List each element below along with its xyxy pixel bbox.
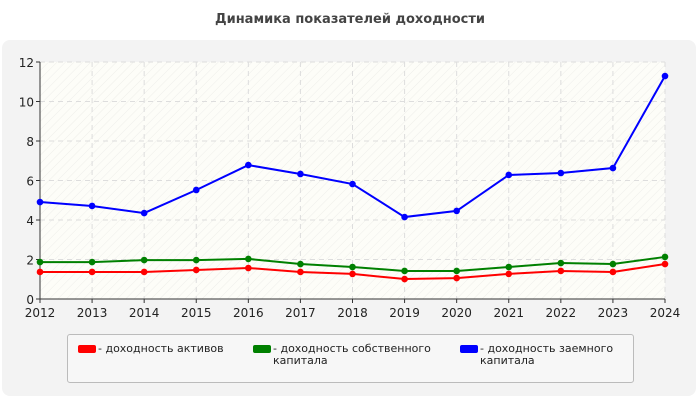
y-tick-label: 10 <box>19 96 34 110</box>
data-point-0 <box>505 270 513 278</box>
data-point-0 <box>140 268 148 276</box>
legend-swatch-red <box>78 345 96 353</box>
x-tick-label: 2023 <box>598 306 629 320</box>
x-tick-label: 2024 <box>650 306 681 320</box>
y-tick-label: 4 <box>26 214 34 228</box>
y-tick-label: 12 <box>19 56 34 70</box>
data-point-1 <box>453 267 460 275</box>
chart-title: Динамика показателей доходности <box>215 12 485 27</box>
data-point-1 <box>88 258 96 266</box>
legend-label: - доходность заемного капитала <box>480 342 614 367</box>
data-point-1 <box>401 267 408 275</box>
data-point-1 <box>557 259 565 267</box>
data-point-1 <box>349 263 356 271</box>
data-point-0 <box>245 264 252 272</box>
y-tick-label: 2 <box>26 254 34 268</box>
x-tick-label: 2020 <box>441 306 472 320</box>
x-tick-label: 2017 <box>285 306 316 320</box>
data-point-1 <box>192 256 200 264</box>
data-point-2 <box>192 186 200 194</box>
data-point-0 <box>192 266 200 274</box>
data-point-1 <box>609 260 617 268</box>
data-point-2 <box>557 169 565 177</box>
x-tick-label: 2012 <box>25 306 56 320</box>
x-tick-label: 2022 <box>546 306 577 320</box>
data-point-1 <box>245 255 252 263</box>
data-point-0 <box>36 268 44 276</box>
data-point-0 <box>349 270 356 278</box>
data-point-2 <box>453 207 460 215</box>
data-point-0 <box>661 260 669 268</box>
legend-swatch-blue <box>460 345 478 353</box>
y-tick-label: 0 <box>26 293 34 307</box>
data-point-0 <box>401 275 408 283</box>
x-tick-label: 2021 <box>493 306 524 320</box>
data-point-1 <box>505 263 513 271</box>
x-tick-label: 2015 <box>181 306 212 320</box>
data-point-2 <box>661 72 669 80</box>
y-tick-label: 6 <box>26 175 34 189</box>
data-point-2 <box>609 164 617 172</box>
data-point-2 <box>245 161 252 169</box>
data-point-0 <box>297 268 304 276</box>
x-tick-label: 2019 <box>389 306 420 320</box>
legend-swatch-green <box>253 345 271 353</box>
x-tick-label: 2014 <box>129 306 160 320</box>
data-point-2 <box>36 198 44 206</box>
data-point-1 <box>661 253 669 261</box>
legend-label: - доходность собственного капитала <box>273 342 431 367</box>
data-point-2 <box>140 209 148 217</box>
data-point-0 <box>453 274 460 282</box>
data-point-1 <box>36 258 44 266</box>
data-point-2 <box>349 180 356 188</box>
data-point-2 <box>505 171 513 179</box>
y-tick-label: 8 <box>26 135 34 149</box>
legend-label: - доходность активов <box>98 342 224 355</box>
data-point-2 <box>401 213 408 221</box>
x-tick-label: 2018 <box>337 306 368 320</box>
data-point-1 <box>140 256 148 264</box>
legend: - доходность активов - доходность собств… <box>67 334 634 383</box>
data-point-0 <box>88 268 96 276</box>
data-point-0 <box>609 268 617 276</box>
data-point-1 <box>297 260 304 268</box>
x-tick-label: 2016 <box>233 306 264 320</box>
data-point-2 <box>88 202 96 210</box>
data-point-0 <box>557 267 565 275</box>
data-point-2 <box>297 170 304 178</box>
x-tick-label: 2013 <box>77 306 108 320</box>
